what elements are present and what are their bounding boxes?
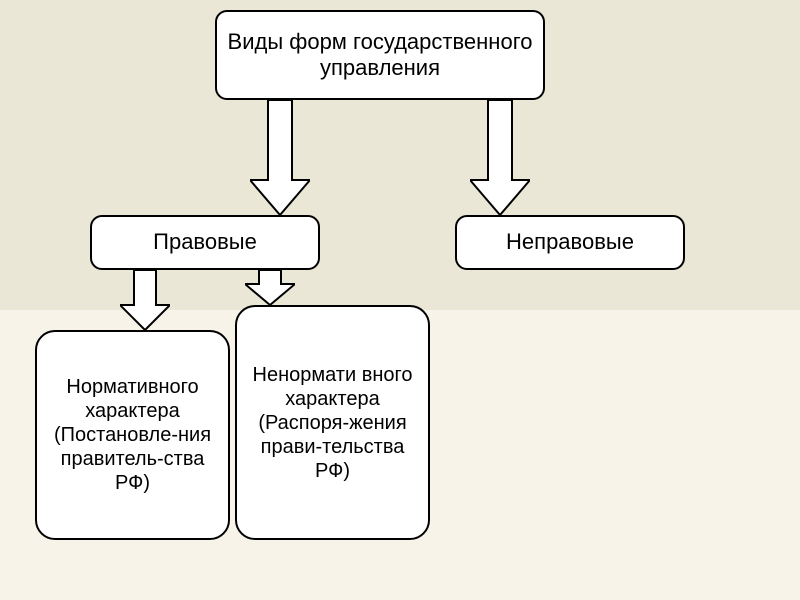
root-label: Виды форм государственного управления xyxy=(225,29,535,82)
root-node: Виды форм государственного управления xyxy=(215,10,545,100)
leaf-left-node: Нормативного характера (Постановле-ния п… xyxy=(35,330,230,540)
right-label: Неправовые xyxy=(506,229,634,255)
arrow-left-leafleft xyxy=(120,270,170,330)
leaf-right-node: Ненормати вного характера (Распоря-жения… xyxy=(235,305,430,540)
leaf-left-label: Нормативного характера (Постановле-ния п… xyxy=(45,375,220,495)
left-node: Правовые xyxy=(90,215,320,270)
arrow-root-right xyxy=(470,100,530,215)
leaf-right-label: Ненормати вного характера (Распоря-жения… xyxy=(245,363,420,483)
right-node: Неправовые xyxy=(455,215,685,270)
arrow-left-leafright xyxy=(245,270,295,305)
left-label: Правовые xyxy=(153,229,257,255)
arrow-root-left xyxy=(250,100,310,215)
